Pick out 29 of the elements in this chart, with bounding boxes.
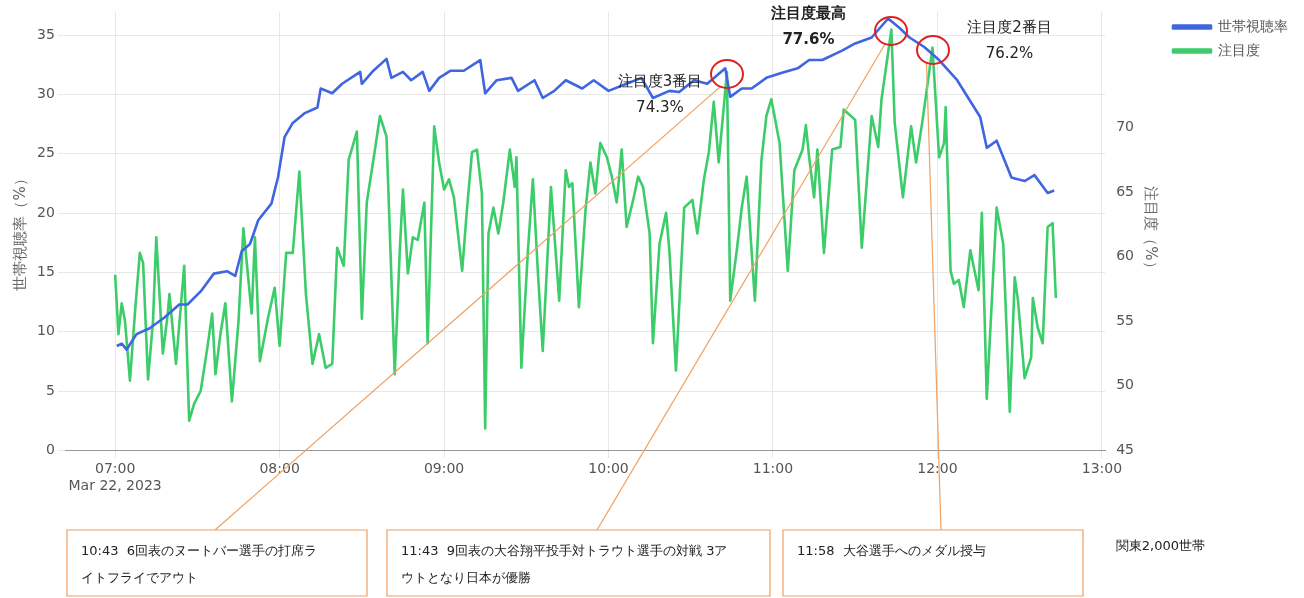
y2-tick-label: 60 <box>1116 247 1135 264</box>
y-tick-label: 5 <box>45 381 55 398</box>
annotation: 注目度2番目 76.2% <box>967 18 1052 63</box>
x-tick-label: 09:00 <box>423 460 465 477</box>
x-tick-label: 10:00 <box>588 460 629 477</box>
y-tick-label: 25 <box>36 144 55 161</box>
y-tick-label: 10 <box>36 322 55 339</box>
text: 関東2,000世帯 <box>1115 538 1205 554</box>
y-tick-label: 35 <box>36 25 55 42</box>
y2-axis-title: 注目度（%） <box>1142 186 1161 276</box>
y-tick-label: 0 <box>45 441 55 458</box>
y-tick-label: 30 <box>36 85 55 102</box>
x-tick-label: 13:00 <box>1081 460 1123 477</box>
text: 10:43 6回表のヌートバー選手の打席ライトフライでアウト <box>81 543 317 586</box>
x-tick-label: 07:00 Mar 22, 2023 <box>68 460 162 494</box>
y2-tick-label: 70 <box>1116 118 1135 135</box>
y2-tick-label: 65 <box>1116 182 1135 199</box>
legend-label: 世帯視聴率 <box>1218 17 1288 34</box>
y-axis-title: 世帯視聴率（%） <box>10 171 29 291</box>
legend-label: 注目度 <box>1218 41 1260 58</box>
y-tick-label: 20 <box>36 203 55 220</box>
y2-tick-label: 55 <box>1116 311 1135 328</box>
annotation: 注目度最高 77.6% <box>769 3 846 48</box>
text: 11:43 9回表の大谷翔平投手対トラウト選手の対戦 3アウトとなり日本が優勝 <box>401 543 728 586</box>
y2-tick-label: 50 <box>1116 376 1135 393</box>
y2-tick-label: 45 <box>1116 441 1135 458</box>
x-tick-label: 11:00 <box>752 460 794 477</box>
y-tick-label: 15 <box>36 263 55 280</box>
text: 11:58 大谷選手へのメダル授与 <box>797 543 986 559</box>
